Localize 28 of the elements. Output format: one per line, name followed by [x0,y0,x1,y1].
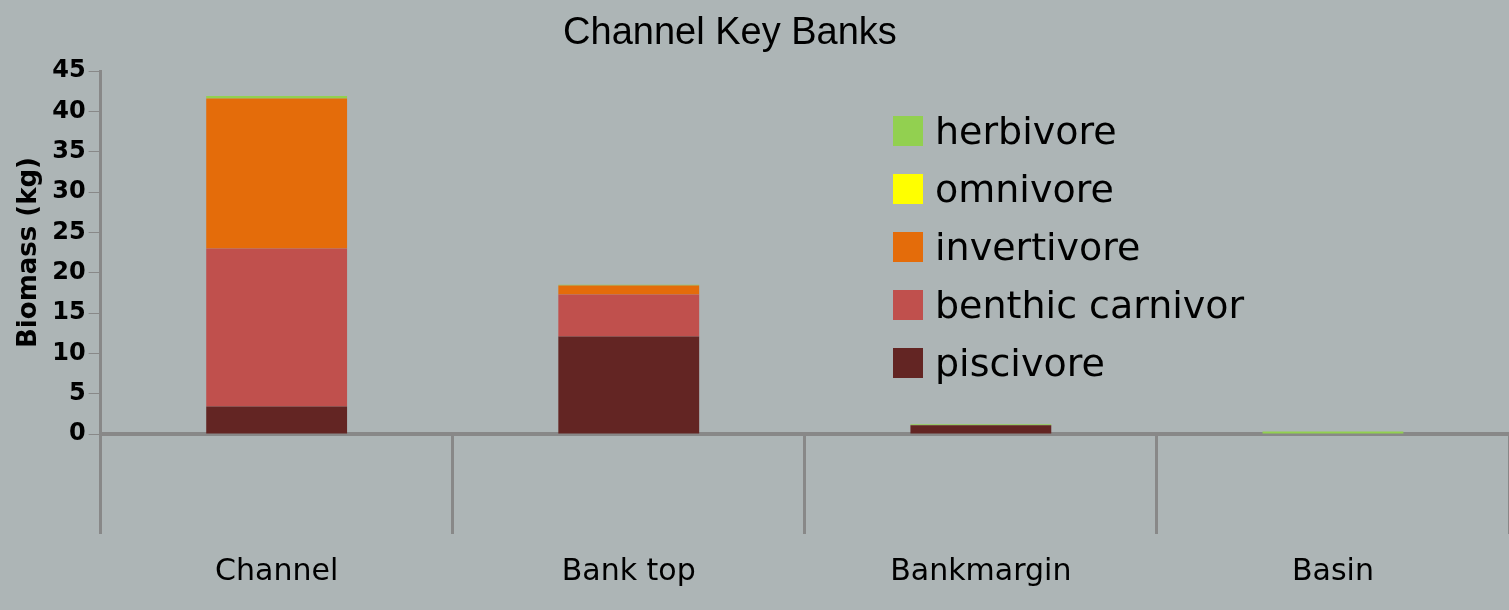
x-tick-label: Channel [215,551,339,587]
bar [206,248,348,407]
chart-title: Channel Key Banks [562,10,898,53]
y-tick-label: 10 [52,337,86,366]
legend-label: omnivore [935,167,1114,211]
y-tick-label: 15 [52,297,86,326]
legend-label: benthic carnivor [935,283,1245,327]
legend-label: piscivore [935,341,1105,385]
y-tick-label: 35 [52,135,86,164]
y-tick-label: 25 [52,216,86,245]
x-tick-label: Bank top [561,551,696,587]
bar [558,294,700,337]
y-tick-label: 40 [52,95,86,124]
bar [206,406,348,434]
y-tick-label: 30 [52,176,86,205]
legend-label: invertivore [935,225,1141,269]
bar [558,336,700,434]
y-tick-label: 0 [68,418,86,447]
bar [910,425,1052,434]
x-tick-label: Basin [1291,551,1374,587]
x-tick-label: Bankmargin [890,551,1072,587]
y-tick-label: 5 [68,377,86,406]
legend-label: herbivore [935,109,1117,153]
bar [206,98,348,249]
y-axis-title: Biomass (kg) [12,157,43,348]
y-tick-label: 45 [52,55,86,84]
bar [558,285,700,295]
y-tick-label: 20 [52,256,86,285]
